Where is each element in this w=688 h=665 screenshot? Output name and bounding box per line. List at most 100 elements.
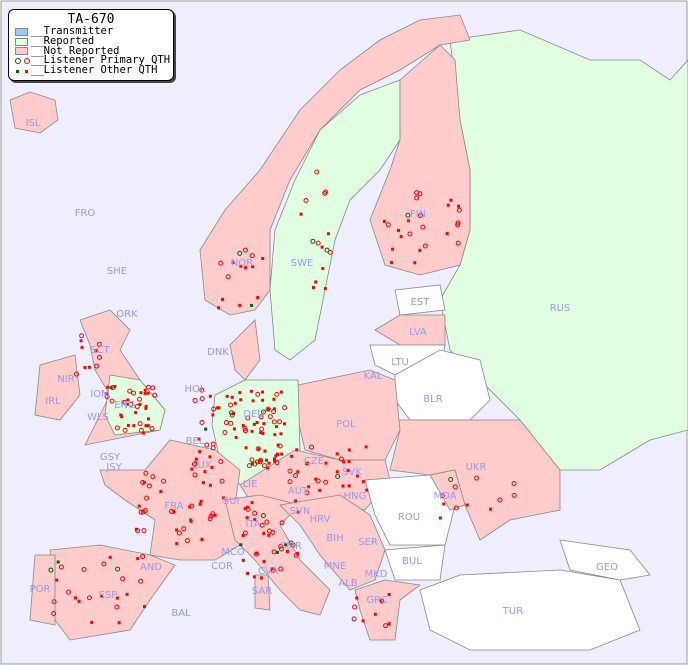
listener-primary-qth-marker	[497, 497, 503, 503]
listener-primary-qth-marker	[51, 599, 57, 605]
listener-other-qth-marker	[208, 394, 212, 398]
listener-other-qth-marker	[142, 605, 146, 609]
country-lva	[374, 314, 446, 346]
listener-primary-qth-marker	[261, 463, 267, 469]
listener-other-qth-marker	[244, 266, 248, 270]
listener-primary-qth-marker	[405, 212, 411, 218]
listener-primary-qth-marker	[192, 398, 198, 404]
listener-other-qth-marker	[221, 496, 225, 500]
listener-other-qth-marker	[143, 392, 147, 396]
country-isl	[9, 91, 59, 134]
country-label: BLR	[423, 394, 442, 405]
listener-other-qth-marker	[318, 488, 322, 492]
listener-primary-qth-marker	[288, 540, 294, 546]
listener-primary-qth-marker	[279, 520, 285, 526]
listener-other-qth-marker	[216, 406, 220, 410]
listener-other-qth-marker	[126, 402, 130, 406]
listener-other-qth-marker	[249, 389, 253, 393]
listener-primary-qth-marker	[145, 384, 151, 390]
listener-other-qth-marker	[275, 550, 279, 554]
listener-other-qth-marker	[221, 297, 225, 301]
country-label: SHE	[107, 266, 127, 277]
listener-primary-qth-marker	[141, 528, 147, 534]
listener-other-qth-marker	[323, 287, 327, 291]
country-tur	[419, 569, 641, 651]
listener-other-qth-marker	[172, 509, 176, 513]
listener-other-qth-marker	[198, 502, 202, 506]
listener-other-qth-marker	[347, 448, 351, 452]
listener-primary-qth-marker	[265, 406, 271, 412]
listener-other-qth-marker	[311, 286, 315, 290]
listener-primary-qth-marker	[149, 425, 155, 431]
listener-other-qth-marker	[55, 578, 59, 582]
listener-other-qth-marker	[213, 513, 217, 517]
listener-primary-qth-marker	[138, 509, 144, 515]
listener-primary-qth-marker	[455, 240, 461, 246]
listener-other-qth-marker	[239, 543, 243, 547]
listener-other-qth-marker	[347, 460, 351, 464]
listener-primary-qth-marker	[134, 404, 140, 410]
listener-other-qth-marker	[125, 592, 129, 596]
listener-primary-qth-marker	[417, 213, 423, 219]
country-label: JSY	[105, 462, 122, 473]
listener-other-qth-marker	[175, 542, 179, 546]
country-label: HNG	[344, 491, 367, 502]
listener-primary-qth-marker	[152, 392, 158, 398]
listener-primary-qth-marker	[191, 461, 197, 467]
country-label: SVK	[342, 467, 362, 478]
listener-other-qth-marker	[105, 392, 109, 396]
country-label: EST	[411, 297, 431, 308]
country-label: SWE	[291, 258, 314, 269]
listener-primary-qth-marker	[282, 405, 288, 411]
listener-other-qth-marker	[387, 593, 391, 597]
listener-other-qth-marker	[108, 555, 112, 559]
country-label: FIN	[410, 209, 426, 220]
listener-other-qth-marker	[241, 423, 245, 427]
legend-primary-qth: __Listener Primary QTH	[9, 55, 173, 66]
listener-primary-qth-marker	[140, 553, 146, 559]
listener-other-qth-marker	[134, 411, 138, 415]
listener-other-qth-marker	[294, 499, 298, 503]
listener-other-qth-marker	[245, 516, 249, 520]
listener-other-qth-marker	[255, 421, 259, 425]
listener-other-qth-marker	[261, 431, 265, 435]
listener-primary-qth-marker	[304, 490, 310, 496]
listener-primary-qth-marker	[323, 479, 329, 485]
listener-primary-qth-marker	[245, 415, 251, 421]
listener-other-qth-marker	[306, 485, 310, 489]
listener-primary-qth-marker	[407, 231, 413, 237]
listener-primary-qth-marker	[218, 260, 224, 266]
country-label: GSY	[100, 452, 121, 463]
listener-other-qth-marker	[267, 533, 271, 537]
country-swe	[269, 79, 401, 361]
listener-other-qth-marker	[208, 455, 212, 459]
country-label: SER	[358, 537, 378, 548]
listener-primary-qth-marker	[81, 566, 87, 572]
listener-other-qth-marker	[56, 560, 60, 564]
listener-primary-qth-marker	[351, 616, 357, 622]
listener-primary-qth-marker	[237, 250, 243, 256]
listener-primary-qth-marker	[277, 443, 283, 449]
country-label: AUT	[288, 486, 309, 497]
listener-primary-qth-marker	[86, 595, 92, 601]
listener-other-qth-marker	[314, 477, 318, 481]
country-esp	[49, 544, 176, 641]
country-label: ALB	[338, 578, 357, 589]
country-grc	[354, 579, 422, 641]
country-label: SAR	[252, 586, 272, 597]
listener-primary-qth-marker	[246, 463, 252, 469]
listener-other-qth-marker	[203, 470, 207, 474]
listener-primary-qth-marker	[192, 472, 198, 478]
listener-primary-qth-marker	[420, 224, 426, 230]
listener-other-qth-marker	[280, 452, 284, 456]
country-label: GEO	[596, 562, 618, 573]
listener-primary-qth-marker	[278, 543, 284, 549]
listener-other-qth-marker	[266, 466, 270, 470]
country-est	[394, 284, 446, 316]
country-dnk	[229, 319, 261, 381]
listener-other-qth-marker	[335, 452, 339, 456]
listener-other-qth-marker	[457, 204, 461, 208]
listener-other-qth-marker	[94, 349, 98, 353]
listener-other-qth-marker	[252, 575, 256, 579]
